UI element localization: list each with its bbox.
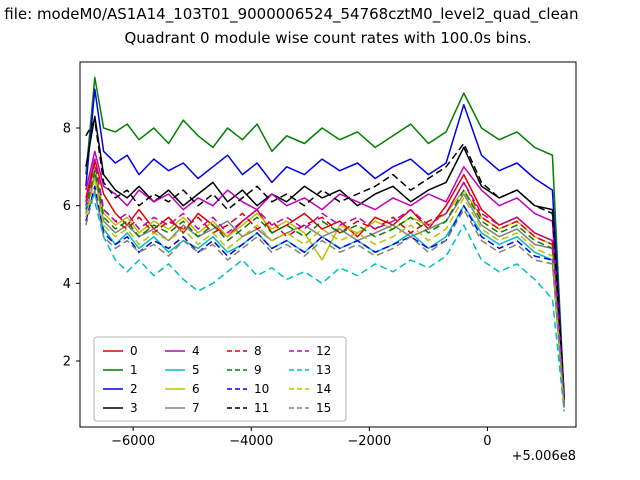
- y-tick-label: 2: [63, 354, 71, 369]
- series-line-1: [85, 76, 565, 400]
- y-tick-label: 6: [63, 199, 71, 214]
- series-line-2: [85, 88, 565, 396]
- series-line-13: [85, 201, 565, 412]
- legend-label-7: 7: [192, 401, 200, 415]
- legend-label-6: 6: [192, 382, 200, 396]
- series-line-7: [85, 173, 565, 408]
- x-tick-label: 0: [483, 434, 491, 449]
- legend-label-2: 2: [130, 382, 138, 396]
- legend-label-5: 5: [192, 363, 200, 377]
- series-line-4: [85, 150, 565, 404]
- series-line-11: [85, 119, 565, 400]
- legend-label-14: 14: [316, 382, 331, 396]
- x-tick-label: −4000: [229, 434, 273, 449]
- legend-label-3: 3: [130, 401, 138, 415]
- series-line-8: [85, 162, 565, 404]
- legend-box: [93, 336, 347, 422]
- legend-label-4: 4: [192, 344, 200, 358]
- series-line-12: [85, 158, 565, 404]
- x-axis-offset-label: +5.006e8: [512, 449, 576, 464]
- legend-label-8: 8: [254, 344, 262, 358]
- file-title: n file: modeM0/AS1A14_103T01_9000006524_…: [0, 5, 579, 23]
- y-tick-label: 8: [63, 122, 71, 137]
- legend-label-1: 1: [130, 363, 138, 377]
- legend-label-13: 13: [316, 363, 331, 377]
- x-tick-label: −2000: [347, 434, 391, 449]
- series-line-3: [85, 115, 565, 400]
- series-line-9: [85, 169, 565, 408]
- y-tick-label: 4: [63, 277, 71, 292]
- legend-label-11: 11: [254, 401, 269, 415]
- series-line-0: [85, 158, 565, 404]
- legend-label-0: 0: [130, 344, 138, 358]
- x-tick-label: −6000: [111, 434, 155, 449]
- legend-label-9: 9: [254, 363, 262, 377]
- legend-label-10: 10: [254, 382, 269, 396]
- chart-title: Quadrant 0 module wise count rates with …: [124, 29, 532, 47]
- series-line-14: [85, 177, 565, 408]
- axes-border: [79, 61, 577, 428]
- series-line-15: [85, 189, 565, 408]
- legend-label-15: 15: [316, 401, 331, 415]
- legend-label-12: 12: [316, 344, 331, 358]
